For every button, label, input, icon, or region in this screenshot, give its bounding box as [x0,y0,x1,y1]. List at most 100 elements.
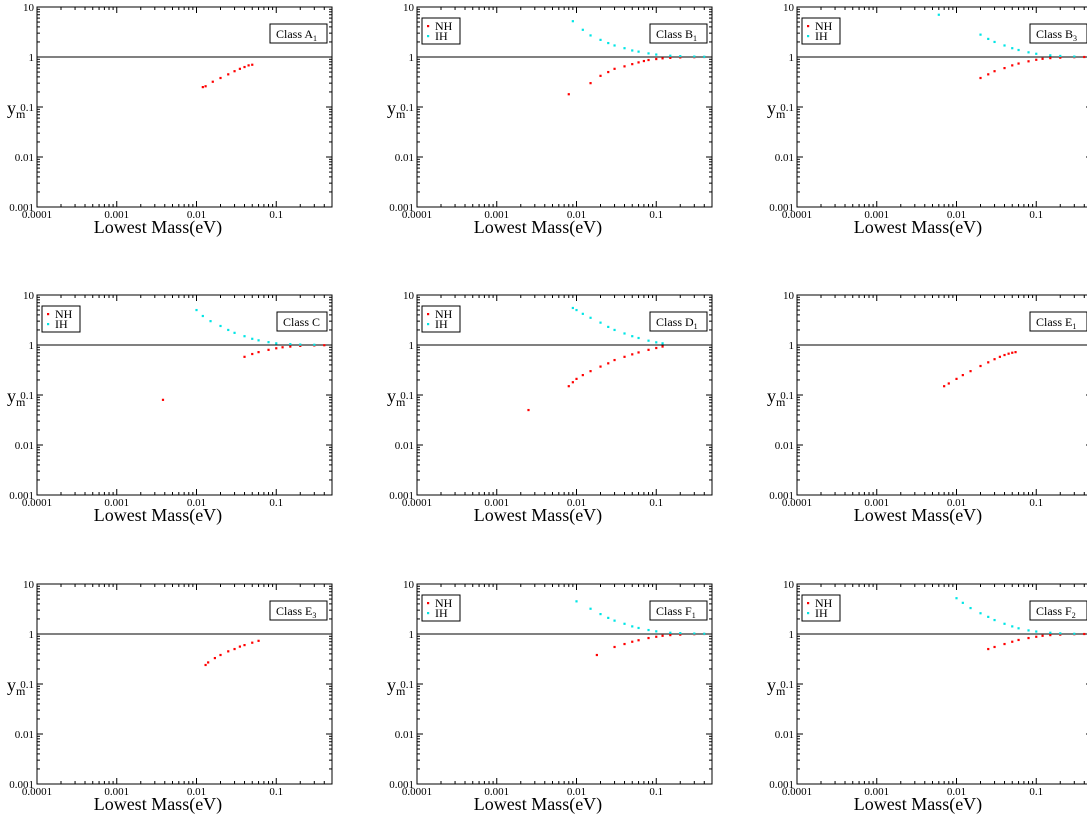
data-point [1041,634,1044,637]
y-tick-label: 10 [23,2,35,14]
data-point [647,58,650,62]
data-point [631,49,634,52]
data-point [1011,47,1014,50]
data-point [631,353,634,356]
data-point [201,86,204,89]
data-point [623,65,626,68]
class-label-subscript: 3 [312,611,316,620]
data-point [1017,627,1020,630]
data-point [1007,352,1010,355]
data-point [623,642,626,646]
y-tick-label: 1 [409,52,415,64]
x-axis-title: Lowest Mass(eV) [474,505,602,526]
data-point [575,377,578,380]
chart-panel: 0.0001 0.001 0.01 0.10.0010.010.1110Lowest … [767,579,1087,815]
data-point [1059,54,1062,58]
data-point [595,653,598,657]
data-point [1003,622,1006,625]
data-point [567,385,570,388]
data-point [987,37,990,41]
data-point [623,355,626,358]
data-point [979,76,982,80]
data-point [299,344,302,347]
x-tick-label: 0.1 [649,786,663,798]
data-point [201,314,204,318]
x-tick-label: 0.001 [484,209,509,221]
legend-label: NH [435,19,453,33]
class-label: Class E1 [1036,315,1076,331]
legend-marker [807,25,810,28]
data-point [607,616,610,619]
data-point [979,364,982,368]
x-axis-title: Lowest Mass(eV) [94,217,222,238]
data-point [661,57,664,60]
data-point [575,600,578,603]
class-label-subscript: 1 [694,322,698,331]
y-tick-label: 0.01 [15,729,34,741]
y-axis-title-subscript: m [776,684,786,698]
legend-label: IH [435,29,448,43]
data-point [1027,51,1030,54]
legend-marker [807,602,810,605]
data-point [631,640,634,643]
x-tick-label: 0.0001 [782,209,812,221]
x-axis-title: Lowest Mass(eV) [94,505,222,526]
x-tick-label: 0.001 [104,209,129,221]
class-label: Class A1 [276,27,317,43]
data-point [1049,631,1052,634]
data-point [1027,636,1030,640]
data-point [1059,632,1062,635]
y-tick-label: 0.01 [395,152,414,164]
data-point [987,73,990,76]
legend-label: IH [815,29,828,43]
chart-panel: 0.0001 0.001 0.01 0.10.0010.010.1110Lowest … [767,2,1087,238]
data-point [1003,66,1006,70]
class-label: Class E3 [276,604,316,620]
data-point [1083,632,1086,636]
data-point [637,639,640,642]
data-point [642,59,646,63]
class-label: Class B3 [1036,27,1077,43]
data-point [1049,54,1052,57]
data-point [693,55,696,58]
data-point [227,328,230,332]
data-point [679,55,682,58]
class-label-box [649,311,708,332]
data-point [961,601,964,604]
data-point [655,635,658,638]
data-point [669,56,672,59]
data-point [993,618,996,622]
data-point [637,336,640,340]
y-tick-label: 0.1 [400,102,414,114]
data-point [1041,57,1044,60]
data-point [1003,44,1006,47]
y-tick-label: 0.1 [400,390,414,402]
data-point [567,93,570,96]
data-point [679,632,682,635]
data-point [637,61,640,64]
data-point [647,628,650,632]
data-point [599,74,602,77]
data-point [243,65,246,69]
data-point [289,343,292,346]
y-axis-title-subscript: m [396,684,406,698]
x-tick-label: 0.1 [649,209,663,221]
legend-box [421,594,461,622]
data-point [209,320,212,323]
y-axis-title-subscript: m [776,107,786,121]
data-point [607,70,610,74]
x-tick-label: 0.1 [1029,209,1043,221]
x-axis-title: Lowest Mass(eV) [474,217,602,238]
y-tick-label: 0.001 [389,202,414,214]
legend-marker [807,35,810,38]
y-tick-label: 0.1 [780,390,794,402]
data-point [589,607,592,610]
data-point [275,347,278,350]
y-tick-label: 0.01 [775,440,794,452]
data-point [589,370,592,373]
x-tick-label: 0.01 [187,209,206,221]
y-tick-label: 0.01 [395,729,414,741]
data-point [204,85,207,88]
data-point [669,54,672,57]
data-point [955,377,958,380]
